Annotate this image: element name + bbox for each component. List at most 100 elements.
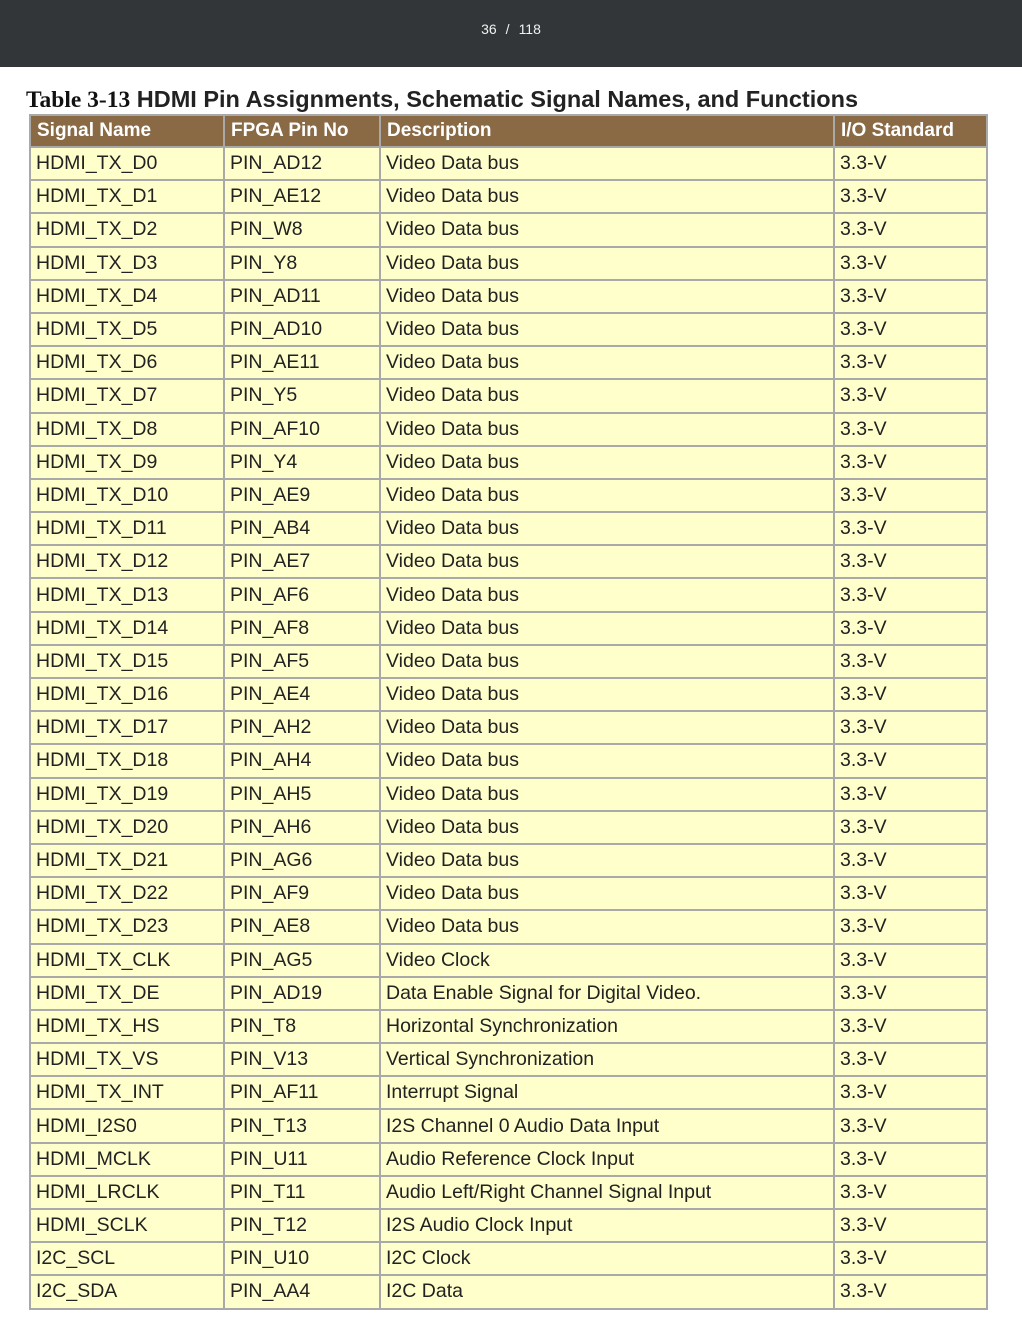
description-cell: Video Data bus [379,577,835,613]
description-cell: Video Data bus [379,842,835,879]
table-row: HDMI_TX_D22 PIN_AF9 Video Data bus 3.3-V [29,876,988,912]
table-row: HDMI_TX_INT PIN_AF11 Interrupt Signal 3.3-V [29,1075,988,1111]
signal-name-cell: HDMI_TX_D6 [29,345,225,381]
io-standard-cell: 3.3-V [833,1141,988,1177]
table-row: HDMI_TX_D8 PIN_AF10 Video Data bus 3.3-V [29,411,988,447]
fpga-pin-cell: PIN_AD12 [223,145,381,182]
io-standard-cell: 3.3-V [833,444,988,480]
table-row: HDMI_TX_D20 PIN_AH6 Video Data bus 3.3-V [29,809,988,845]
table-row: HDMI_TX_D1 PIN_AE12 Video Data bus 3.3-V [29,179,988,215]
fpga-pin-cell: PIN_AE4 [223,676,381,713]
io-standard-cell: 3.3-V [833,311,988,348]
table-row: HDMI_TX_D10 PIN_AE9 Video Data bus 3.3-V [29,477,988,514]
io-standard-cell: 3.3-V [833,544,988,580]
io-standard-cell: 3.3-V [833,212,988,248]
description-cell: Video Data bus [379,743,835,779]
description-cell: Video Data bus [379,710,835,746]
signal-name-cell: I2C_SDA [29,1274,225,1310]
table-row: HDMI_TX_D5 PIN_AD10 Video Data bus 3.3-V [29,311,988,348]
io-standard-cell: 3.3-V [833,1241,988,1277]
column-header-signal-name: Signal Name [29,114,225,148]
table-row: HDMI_TX_D12 PIN_AE7 Video Data bus 3.3-V [29,544,988,580]
fpga-pin-cell: PIN_AG5 [223,942,381,978]
signal-name-cell: HDMI_TX_D5 [29,311,225,348]
io-standard-cell: 3.3-V [833,577,988,613]
table-row: HDMI_TX_D21 PIN_AG6 Video Data bus 3.3-V [29,842,988,879]
fpga-pin-cell: PIN_T11 [223,1174,381,1211]
io-standard-cell: 3.3-V [833,809,988,845]
description-cell: Video Data bus [379,909,835,945]
signal-name-cell: HDMI_TX_D7 [29,378,225,414]
description-cell: Video Data bus [379,245,835,281]
description-cell: Video Data bus [379,345,835,381]
signal-name-cell: HDMI_TX_D2 [29,212,225,248]
description-cell: I2S Channel 0 Audio Data Input [379,1108,835,1144]
table-caption: Table 3-13 HDMI Pin Assignments, Schemat… [26,86,858,114]
fpga-pin-cell: PIN_T12 [223,1207,381,1244]
signal-name-cell: HDMI_TX_HS [29,1008,225,1045]
description-cell: Video Data bus [379,311,835,348]
fpga-pin-cell: PIN_Y4 [223,444,381,480]
pdf-toolbar: 36 / 118 [0,0,1022,67]
fpga-pin-cell: PIN_Y5 [223,378,381,414]
io-standard-cell: 3.3-V [833,145,988,182]
fpga-pin-cell: PIN_Y8 [223,245,381,281]
signal-name-cell: HDMI_SCLK [29,1207,225,1244]
description-cell: Audio Reference Clock Input [379,1141,835,1177]
fpga-pin-cell: PIN_AF11 [223,1075,381,1111]
signal-name-cell: HDMI_TX_D21 [29,842,225,879]
description-cell: Video Data bus [379,544,835,580]
fpga-pin-cell: PIN_AE12 [223,179,381,215]
io-standard-cell: 3.3-V [833,278,988,314]
table-row: HDMI_TX_D3 PIN_Y8 Video Data bus 3.3-V [29,245,988,281]
description-cell: Video Data bus [379,477,835,514]
signal-name-cell: HDMI_TX_D15 [29,643,225,680]
fpga-pin-cell: PIN_AE7 [223,544,381,580]
table-row: HDMI_MCLK PIN_U11 Audio Reference Clock In… [29,1141,988,1177]
fpga-pin-cell: PIN_U11 [223,1141,381,1177]
fpga-pin-cell: PIN_AH2 [223,710,381,746]
fpga-pin-cell: PIN_V13 [223,1042,381,1078]
description-cell: Video Data bus [379,511,835,547]
description-cell: Video Data bus [379,444,835,480]
document-page: Table 3-13 HDMI Pin Assignments, Schemat… [0,67,1022,1340]
description-cell: Audio Left/Right Channel Signal Input [379,1174,835,1211]
signal-name-cell: HDMI_TX_D19 [29,776,225,812]
io-standard-cell: 3.3-V [833,676,988,713]
table-row: HDMI_TX_D0 PIN_AD12 Video Data bus 3.3-V [29,145,988,182]
signal-name-cell: HDMI_TX_D3 [29,245,225,281]
current-page-number[interactable]: 36 [481,20,497,37]
table-row: HDMI_TX_D17 PIN_AH2 Video Data bus 3.3-V [29,710,988,746]
fpga-pin-cell: PIN_AF10 [223,411,381,447]
table-row: HDMI_TX_VS PIN_V13 Vertical Synchronizatio… [29,1042,988,1078]
table-row: HDMI_TX_D9 PIN_Y4 Video Data bus 3.3-V [29,444,988,480]
signal-name-cell: HDMI_TX_D17 [29,710,225,746]
table-row: HDMI_TX_D13 PIN_AF6 Video Data bus 3.3-V [29,577,988,613]
table-row: HDMI_TX_D18 PIN_AH4 Video Data bus 3.3-V [29,743,988,779]
fpga-pin-cell: PIN_AH5 [223,776,381,812]
table-row: HDMI_I2S0 PIN_T13 I2S Channel 0 Audio Data… [29,1108,988,1144]
description-cell: Video Data bus [379,378,835,414]
pin-assignment-table: Signal Name FPGA Pin No Description I/O … [29,114,988,1310]
table-row: HDMI_TX_D2 PIN_W8 Video Data bus 3.3-V [29,212,988,248]
io-standard-cell: 3.3-V [833,511,988,547]
description-cell: Video Data bus [379,278,835,314]
io-standard-cell: 3.3-V [833,1274,988,1310]
table-row: HDMI_SCLK PIN_T12 I2S Audio Clock Input 3.3… [29,1207,988,1244]
signal-name-cell: HDMI_TX_D23 [29,909,225,945]
signal-name-cell: HDMI_TX_D12 [29,544,225,580]
table-row: HDMI_TX_D14 PIN_AF8 Video Data bus 3.3-V [29,610,988,646]
description-cell: Video Clock [379,942,835,978]
io-standard-cell: 3.3-V [833,1207,988,1244]
table-row: HDMI_TX_HS PIN_T8 Horizontal Synchronizati… [29,1008,988,1045]
io-standard-cell: 3.3-V [833,643,988,680]
io-standard-cell: 3.3-V [833,1075,988,1111]
table-row: HDMI_TX_D7 PIN_Y5 Video Data bus 3.3-V [29,378,988,414]
description-cell: Video Data bus [379,212,835,248]
description-cell: Vertical Synchronization [379,1042,835,1078]
table-row: HDMI_TX_D15 PIN_AF5 Video Data bus 3.3-V [29,643,988,680]
io-standard-cell: 3.3-V [833,842,988,879]
fpga-pin-cell: PIN_AD10 [223,311,381,348]
io-standard-cell: 3.3-V [833,378,988,414]
signal-name-cell: HDMI_I2S0 [29,1108,225,1144]
